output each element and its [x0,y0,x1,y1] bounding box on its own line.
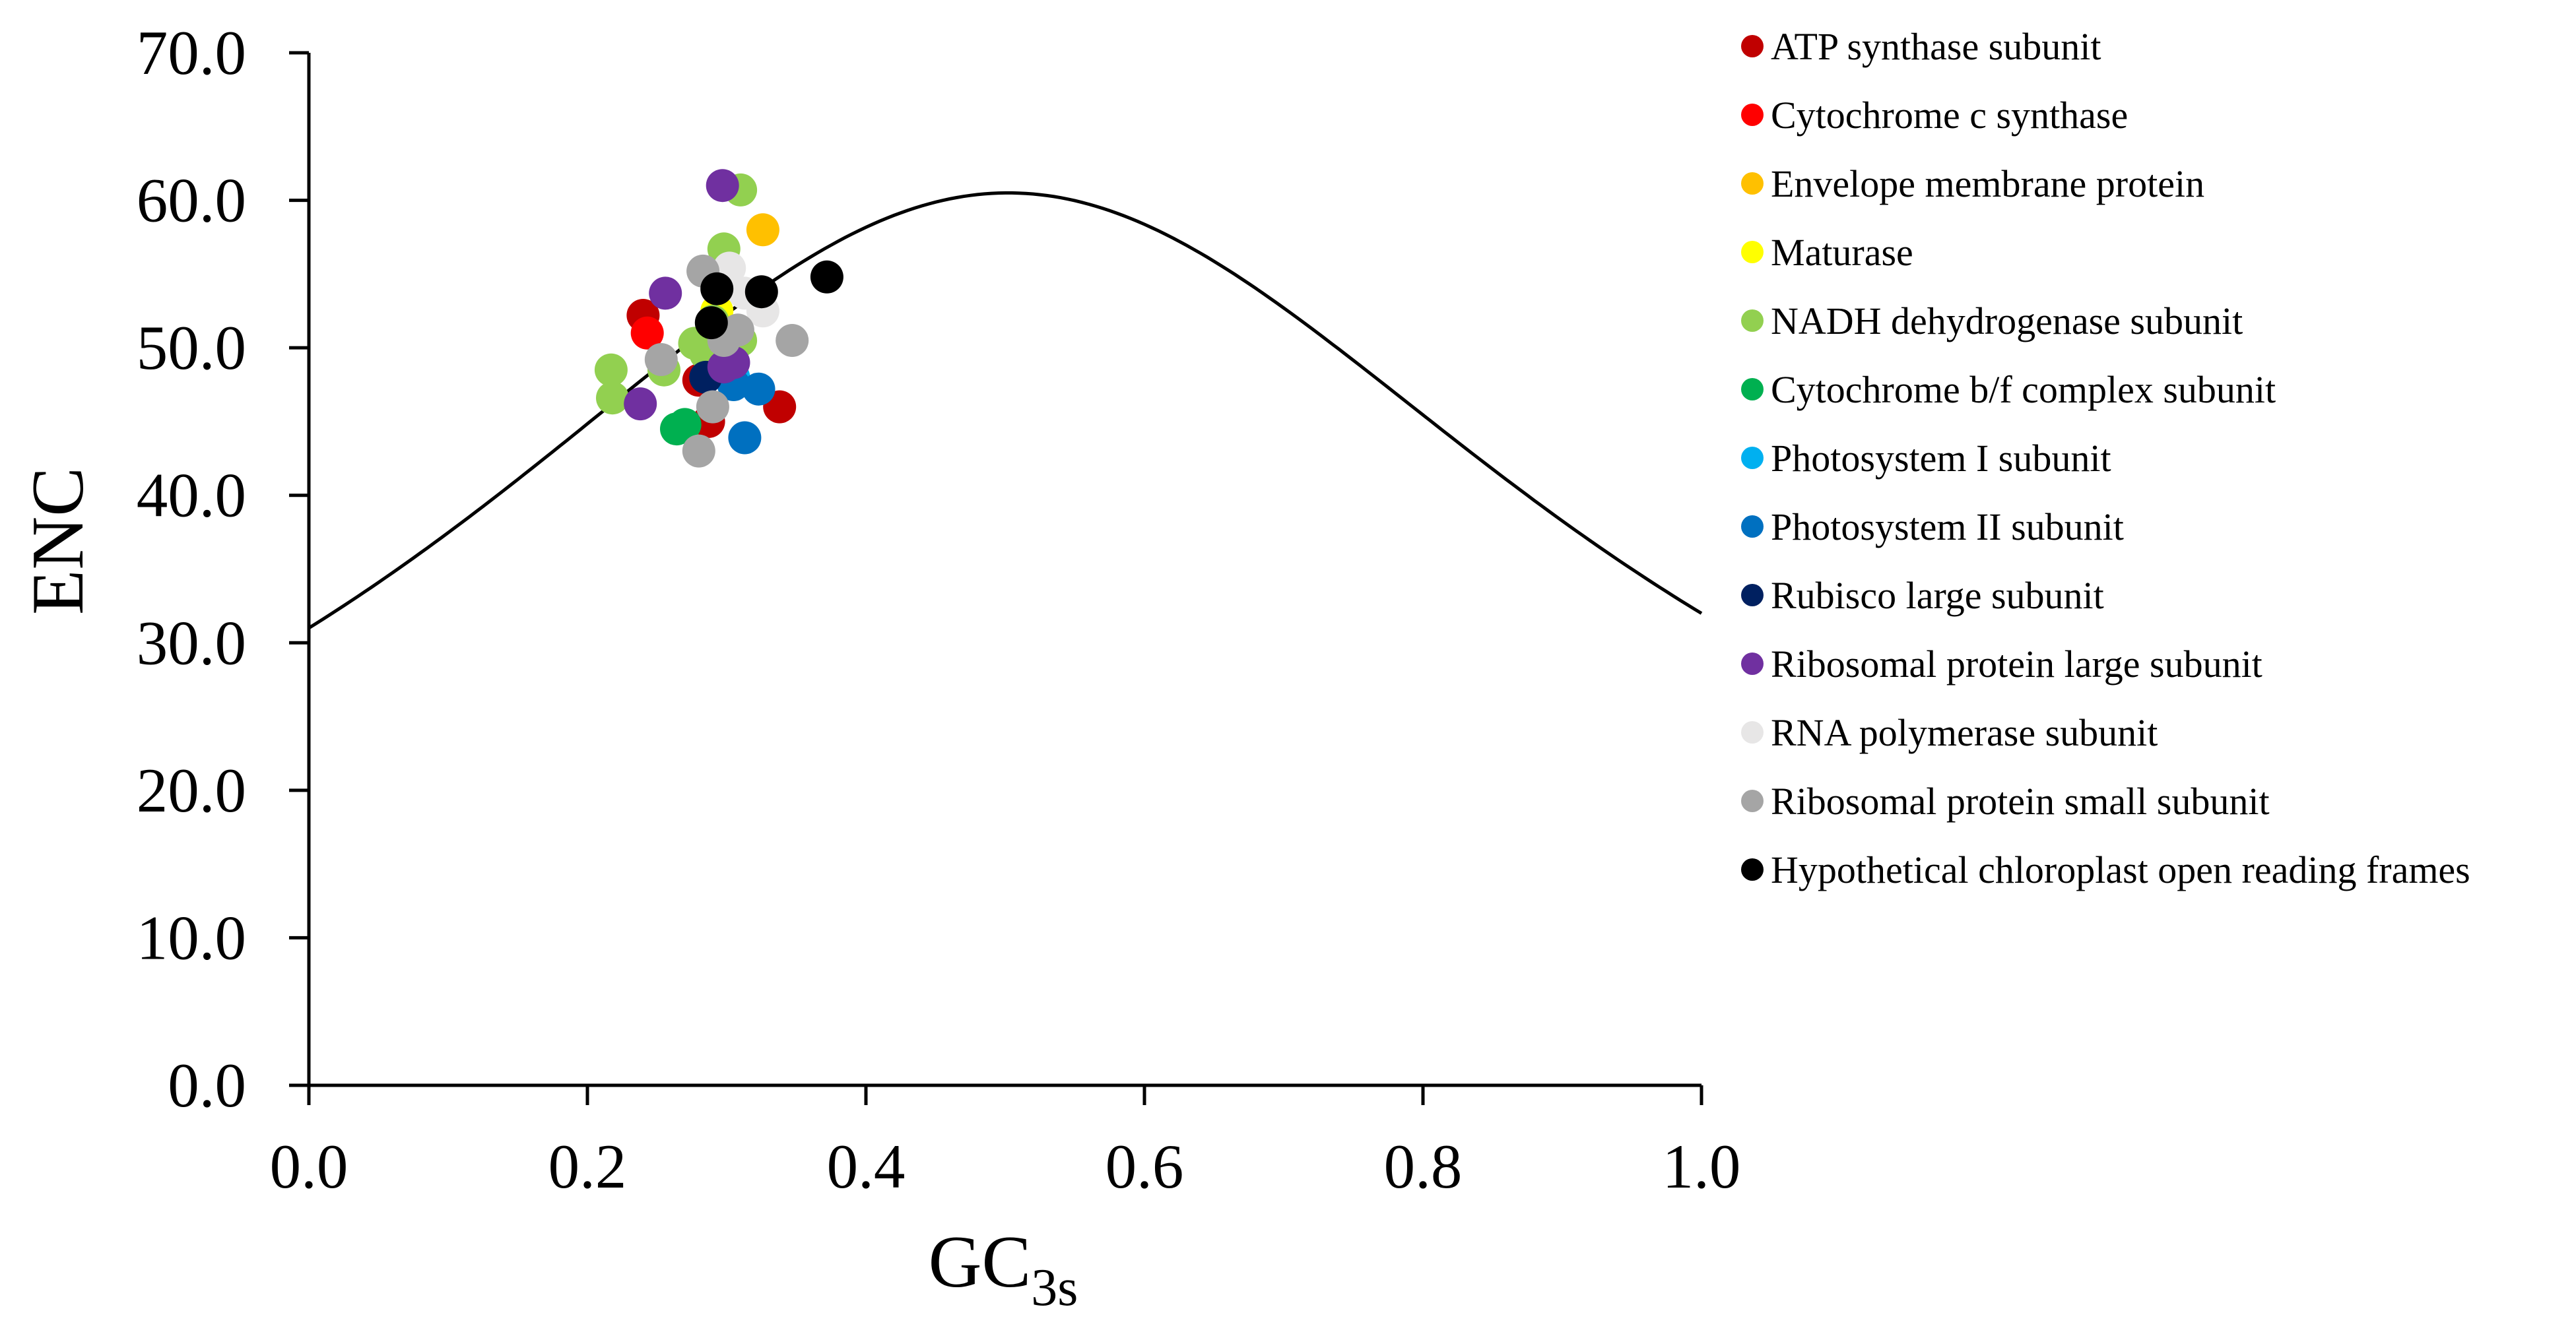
axes [289,51,1703,1105]
y-axis-title: ENC [17,467,99,615]
data-point [744,275,778,309]
data-point [706,169,739,203]
legend-item: Ribosomal protein small subunit [1741,780,2270,823]
x-axis-title-subscript: 3s [1031,1259,1078,1317]
legend-item: Photosystem II subunit [1741,505,2124,548]
legend-swatch [1741,653,1764,675]
legend-label: Cytochrome c synthase [1771,94,2128,137]
x-tick-label: 0.8 [1384,1131,1463,1201]
legend-label: Rubisco large subunit [1771,574,2104,617]
data-point [700,272,734,305]
legend-item: Rubisco large subunit [1741,574,2104,617]
legend-swatch [1741,858,1764,881]
legend-label: Maturase [1771,231,1913,274]
data-point [644,343,678,376]
data-point [624,387,657,421]
y-tick-label: 60.0 [137,166,246,236]
data-point [707,350,741,384]
legend-label: NADH dehydrogenase subunit [1771,300,2243,342]
y-tick-label: 70.0 [137,18,246,88]
legend: ATP synthase subunit Cytochrome c synthas… [1741,25,2470,891]
legend-item: Hypothetical chloroplast open reading fr… [1741,848,2470,891]
legend-label: Ribosomal protein small subunit [1771,780,2270,823]
data-point [810,260,843,294]
legend-swatch [1741,241,1764,263]
legend-swatch [1741,309,1764,332]
expected-enc-curve [308,191,1703,630]
y-tick-label: 20.0 [137,755,246,825]
legend-swatch [1741,378,1764,400]
legend-item: Ribosomal protein large subunit [1741,643,2262,685]
x-tick-label: 0.0 [270,1131,348,1201]
y-tick-label: 50.0 [137,313,246,383]
x-axis-title: GC3s [929,1221,1078,1317]
legend-item: Cytochrome c synthase [1741,94,2128,137]
legend-label: Ribosomal protein large subunit [1771,643,2262,685]
data-points [594,169,843,468]
y-tick-label: 0.0 [168,1050,246,1120]
y-tick-label: 40.0 [137,461,246,530]
legend-swatch [1741,584,1764,606]
legend-item: Photosystem I subunit [1741,437,2111,480]
legend-swatch [1741,172,1764,195]
data-point [742,372,776,406]
data-point [596,381,629,415]
legend-label: Cytochrome b/f complex subunit [1771,368,2276,411]
x-tick-label: 0.6 [1106,1131,1184,1201]
legend-item: Envelope membrane protein [1741,162,2204,205]
legend-item: RNA polymerase subunit [1741,711,2158,754]
legend-label: ATP synthase subunit [1771,25,2101,68]
legend-label: Photosystem I subunit [1771,437,2111,480]
x-tick-label: 0.2 [548,1131,627,1201]
data-point [668,408,702,441]
tick-labels: 0.0 10.0 20.0 30.0 40.0 50.0 60.0 70.0 0.0 0.2 0.4… [137,18,1741,1201]
y-tick-label: 30.0 [137,608,246,678]
data-point [776,324,809,357]
legend-item: ATP synthase subunit [1741,25,2101,68]
legend-swatch [1741,104,1764,126]
legend-swatch [1741,35,1764,57]
data-point [630,316,664,350]
legend-item: NADH dehydrogenase subunit [1741,300,2243,342]
legend-swatch [1741,447,1764,469]
legend-item: Cytochrome b/f complex subunit [1741,368,2276,411]
legend-label: Hypothetical chloroplast open reading fr… [1771,848,2470,891]
legend-swatch [1741,721,1764,744]
legend-label: RNA polymerase subunit [1771,711,2158,754]
data-point [694,306,728,340]
data-point [746,213,779,247]
data-point [696,390,729,424]
legend-swatch [1741,515,1764,538]
legend-label: Envelope membrane protein [1771,162,2204,205]
legend-swatch [1741,790,1764,812]
legend-label: Photosystem II subunit [1771,505,2124,548]
y-tick-label: 10.0 [137,903,246,972]
data-point [594,353,628,387]
data-point [682,434,715,468]
legend-item: Maturase [1741,231,1913,274]
data-point [649,276,682,310]
x-axis-title-main: GC [929,1221,1032,1303]
x-tick-label: 1.0 [1663,1131,1741,1201]
data-point [728,421,762,455]
x-tick-label: 0.4 [827,1131,906,1201]
